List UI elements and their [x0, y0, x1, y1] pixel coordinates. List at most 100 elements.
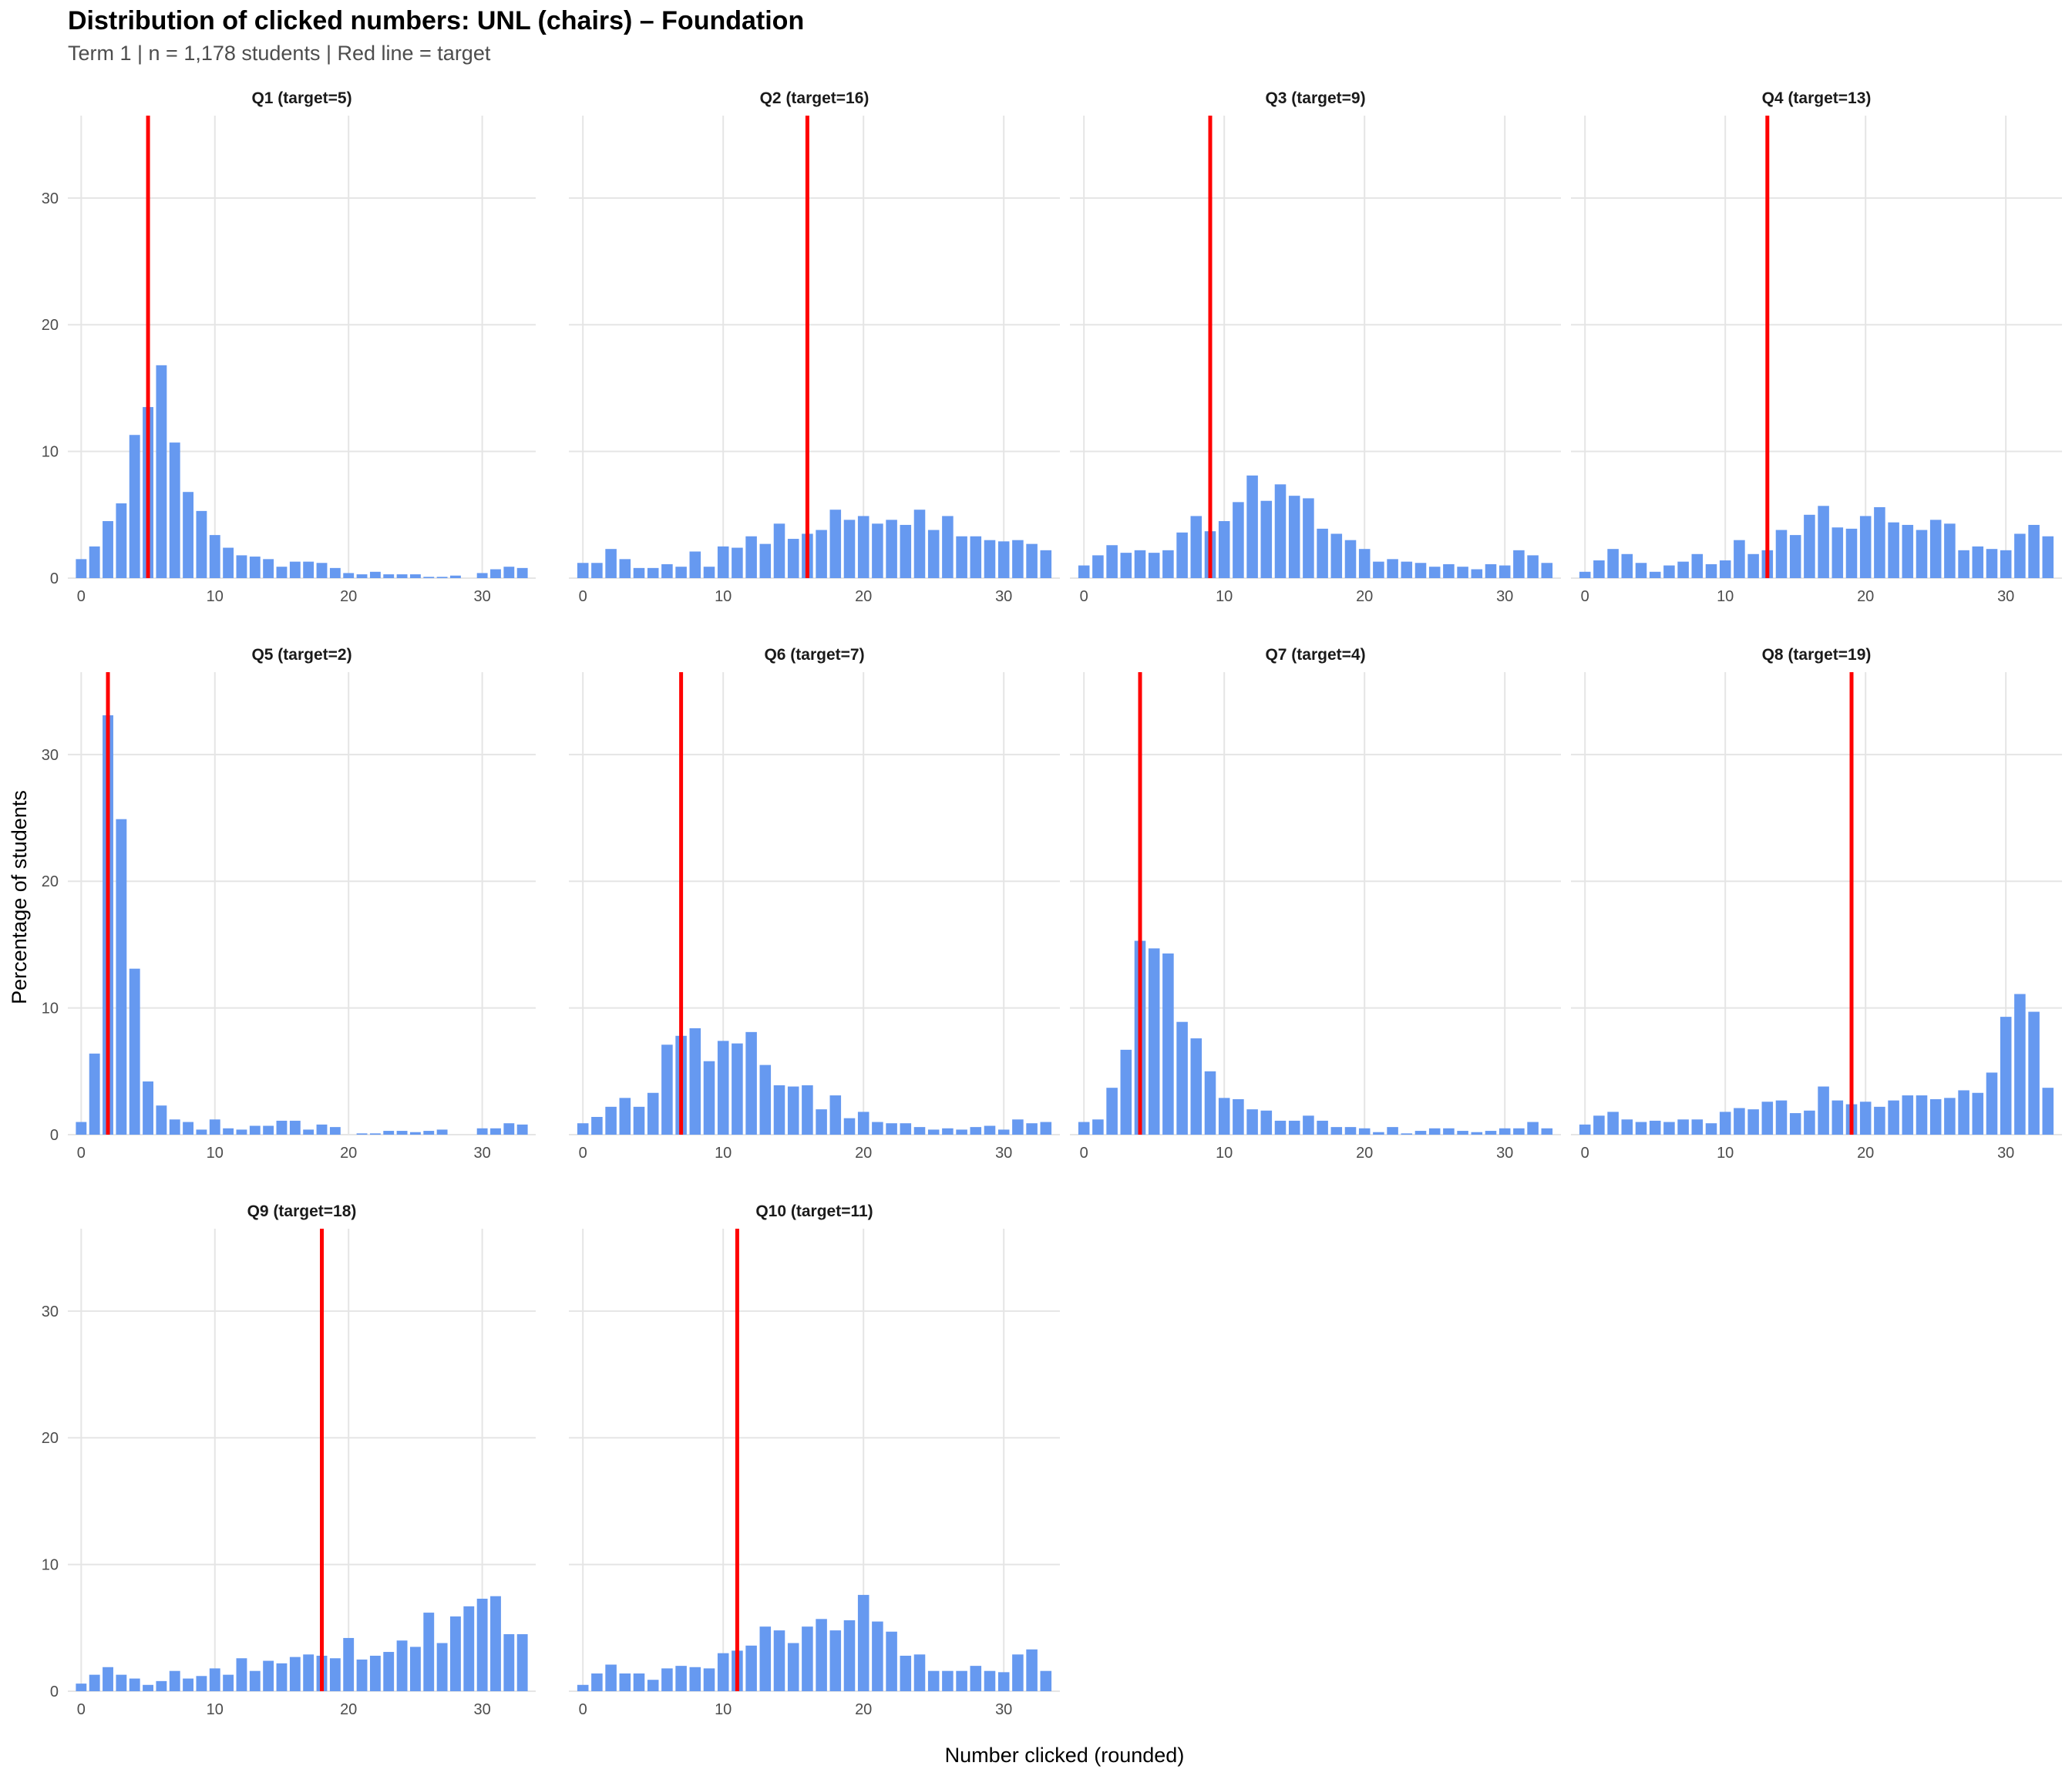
q8-bar: [1761, 1102, 1774, 1135]
q2-bar: [942, 516, 954, 578]
q1-bar: [316, 563, 328, 578]
q1-bar: [236, 555, 247, 578]
q1-bar: [76, 559, 87, 578]
x-tick-label: 20: [1356, 1145, 1373, 1162]
q3-bar: [1134, 550, 1146, 578]
y-tick-label: 30: [42, 747, 59, 764]
q5-bar: [383, 1131, 395, 1135]
x-tick-label: 20: [1356, 588, 1373, 605]
q7-bar: [1414, 1131, 1427, 1135]
q6-bar: [900, 1123, 912, 1135]
q6-bar: [872, 1122, 883, 1135]
y-tick-label: 20: [42, 1430, 59, 1447]
y-tick-label: 0: [50, 1684, 59, 1700]
q6-bar: [647, 1092, 659, 1135]
q7-bar: [1471, 1132, 1483, 1135]
q8-bar: [1916, 1095, 1928, 1135]
q1-bar: [249, 557, 261, 578]
x-tick-label: 30: [995, 1701, 1012, 1718]
q7-bar: [1317, 1120, 1328, 1135]
q4-bar: [1845, 528, 1858, 578]
q2-bar: [927, 530, 940, 578]
q2-bar: [857, 516, 870, 578]
q5-bar: [476, 1128, 488, 1135]
q4-bar: [1804, 514, 1815, 578]
x-tick-label: 10: [715, 1145, 732, 1162]
q4-bar: [1621, 553, 1633, 578]
q3-bar: [1428, 567, 1441, 578]
q7-bar: [1092, 1119, 1104, 1135]
q10-bar: [703, 1668, 715, 1691]
q1-bar: [289, 561, 301, 578]
q1-bar: [196, 510, 207, 578]
q1-bar: [209, 535, 220, 578]
q1-bar: [369, 571, 381, 578]
q10-bar: [619, 1673, 631, 1691]
x-tick-label: 30: [1496, 588, 1513, 605]
q2-bar: [647, 567, 659, 578]
q7-bar: [1358, 1128, 1371, 1135]
q6-bar: [927, 1129, 940, 1135]
q9-bar: [76, 1684, 87, 1691]
q3-bar: [1541, 563, 1553, 578]
q3-bar: [1120, 553, 1132, 578]
q9-bar: [103, 1667, 113, 1691]
q10-bar: [816, 1619, 827, 1691]
q9-bar: [450, 1616, 461, 1691]
q10-bar: [900, 1655, 912, 1691]
q7-bar: [1162, 953, 1174, 1135]
q10-bar: [872, 1621, 883, 1691]
q2-bar: [732, 547, 743, 578]
x-tick-label: 30: [995, 1145, 1012, 1162]
y-tick-label: 20: [42, 873, 59, 890]
q2-bar: [703, 567, 715, 578]
q10-bar: [661, 1668, 673, 1691]
q3-bar: [1260, 500, 1273, 578]
q7-bar: [1498, 1128, 1511, 1135]
q1-bar: [89, 546, 100, 578]
x-tick-label: 20: [340, 1145, 357, 1162]
q5-bar: [276, 1120, 288, 1135]
q9-bar: [436, 1643, 448, 1691]
q3-bar: [1485, 563, 1497, 578]
q2-bar: [984, 540, 996, 578]
q3-bar: [1401, 561, 1413, 578]
q6-bar: [773, 1085, 785, 1135]
q6-bar: [759, 1065, 772, 1135]
q1-panel-label: Q1 (target=5): [251, 89, 352, 107]
x-tick-label: 30: [1997, 1145, 2014, 1162]
q5-bar: [89, 1053, 100, 1135]
q7-bar: [1443, 1128, 1455, 1135]
q5-bar: [409, 1132, 421, 1135]
q6-bar: [913, 1127, 926, 1135]
x-tick-label: 0: [1581, 1145, 1589, 1162]
q6-bar: [997, 1129, 1010, 1135]
q4-bar: [1663, 565, 1675, 578]
q10-bar: [647, 1680, 659, 1691]
q8-bar: [1929, 1098, 1942, 1135]
q4-bar: [1916, 530, 1928, 578]
q1-bar: [116, 503, 127, 578]
q6-bar: [886, 1123, 897, 1135]
q4-bar: [1607, 549, 1619, 578]
q2-bar: [633, 567, 645, 578]
q2-panel-label: Q2 (target=16): [760, 89, 870, 107]
q5-bar: [183, 1122, 194, 1135]
q8-bar: [2000, 1017, 2012, 1135]
q3-bar: [1344, 540, 1357, 578]
x-tick-label: 20: [340, 1701, 357, 1718]
q4-bar: [2042, 536, 2054, 578]
q8-bar: [1747, 1109, 1759, 1135]
x-tick-label: 20: [1857, 1145, 1874, 1162]
y-tick-label: 10: [42, 1557, 59, 1574]
q10-bar: [591, 1673, 603, 1691]
q1-bar: [383, 574, 395, 578]
q4-panel-label: Q4 (target=13): [1762, 89, 1872, 107]
y-tick-label: 10: [42, 1001, 59, 1018]
q5-bar: [436, 1129, 448, 1135]
q5-bar: [396, 1131, 408, 1135]
q6-bar: [956, 1129, 967, 1135]
q9-bar: [396, 1640, 408, 1691]
q2-bar: [886, 520, 897, 578]
